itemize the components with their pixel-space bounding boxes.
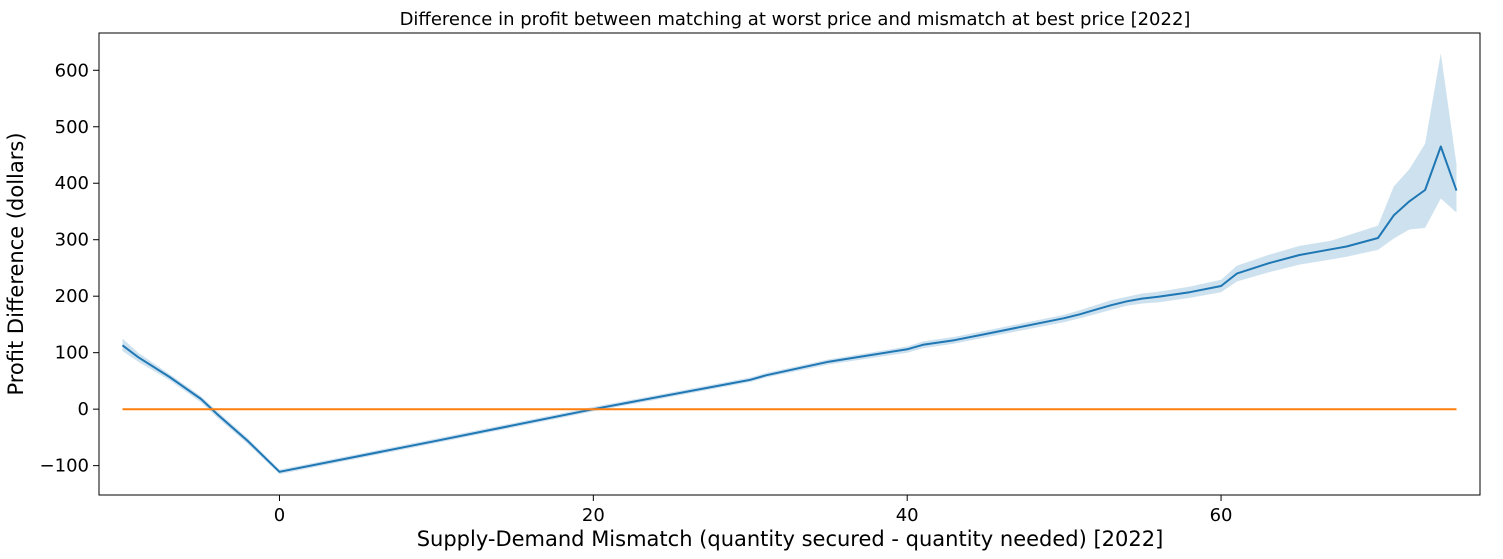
x-tick-label: 20	[582, 505, 605, 526]
y-tick-label: 400	[55, 173, 89, 194]
y-tick-label: 0	[78, 399, 89, 420]
y-tick-label: 200	[55, 286, 89, 307]
series-1-line	[121, 145, 1458, 473]
ticks: 0 20 40 60 −100 0 100 200 300 400 500 600	[40, 60, 1233, 526]
y-tick-label: 500	[55, 117, 89, 138]
series-1-confidence-band	[122, 53, 1457, 475]
y-tick-label: −100	[40, 456, 89, 477]
y-tick-label: 100	[55, 343, 89, 364]
x-axis-label: Supply-Demand Mismatch (quantity secured…	[417, 527, 1164, 551]
plot-frame	[98, 32, 1481, 496]
y-tick-label: 300	[55, 230, 89, 251]
x-tick-label: 40	[896, 505, 919, 526]
x-tick-label: 60	[1210, 505, 1233, 526]
chart-title: Difference in profit between matching at…	[400, 9, 1191, 30]
y-axis-label: Profit Difference (dollars)	[4, 132, 28, 395]
y-tick-label: 600	[55, 60, 89, 81]
plot-area	[121, 53, 1458, 475]
x-tick-label: 0	[274, 505, 285, 526]
